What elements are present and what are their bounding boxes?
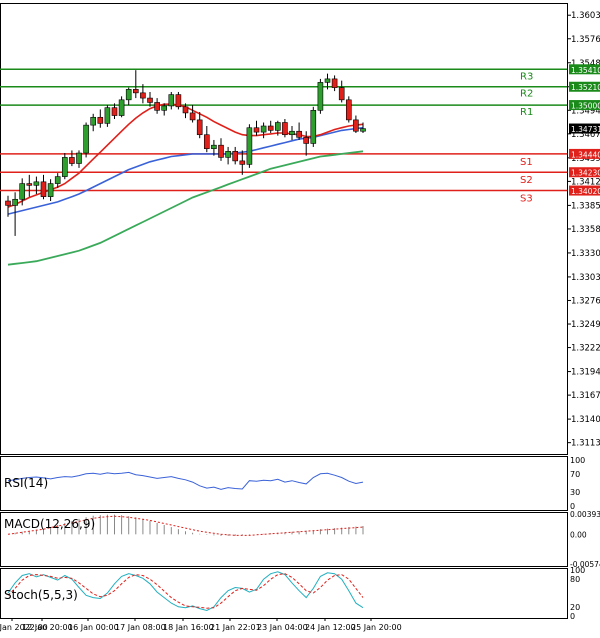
price-tick-label: 1.32760 (571, 296, 600, 306)
stoch-tick-label: 100 (570, 566, 585, 575)
x-tick-label: 16 Jan 00:00 (68, 623, 119, 632)
candle-body (148, 98, 153, 102)
current-price-label: 1.34731 (571, 125, 600, 134)
price-tick-label: 1.31130 (571, 439, 600, 449)
price-tick-label: 1.33305 (571, 249, 600, 259)
candle-body (48, 184, 53, 197)
candle-body (290, 131, 295, 134)
level-name-s3: S3 (520, 194, 533, 205)
candle-body (332, 79, 337, 88)
candle-body (41, 182, 46, 197)
rsi-title: RSI(14) (4, 476, 48, 490)
candle-body (204, 135, 209, 149)
candle-body (119, 100, 124, 116)
candle-body (247, 128, 252, 165)
candle-body (190, 113, 195, 120)
candle-body (162, 106, 167, 110)
price-tick-label: 1.36030 (571, 11, 600, 21)
price-tick-label: 1.32220 (571, 344, 600, 354)
candle-body (233, 151, 238, 161)
x-tick-label: 24 Jan 12:00 (305, 623, 356, 632)
level-name-r3: R3 (520, 71, 533, 82)
candle-body (311, 110, 316, 143)
candle-body (6, 201, 11, 205)
macd-title: MACD(12,26,9) (4, 517, 95, 531)
macd-tick-label: 0.00 (570, 530, 587, 539)
candle-body (140, 93, 145, 98)
x-tick-label: 18 Jan 16:00 (163, 623, 214, 632)
candle-body (155, 102, 160, 110)
price-tick-label: 1.33850 (571, 201, 600, 211)
candle-body (62, 157, 67, 176)
x-tick-label: 23 Jan 04:00 (257, 623, 308, 632)
price-tick-label: 1.31400 (571, 415, 600, 425)
price-tick-label: 1.31675 (571, 391, 600, 401)
candle-body (98, 117, 103, 123)
candle-body (183, 107, 188, 113)
level-name-s2: S2 (520, 175, 533, 186)
price-tick-label: 1.33030 (571, 273, 600, 283)
level-price-label: 1.34440 (571, 150, 600, 159)
candle-body (361, 129, 366, 132)
stoch-tick-label: 0 (570, 612, 575, 621)
candle-body (197, 120, 202, 135)
macd-tick-label: 0.003931 (570, 510, 600, 519)
x-tick-label: 12 Jan 20:00 (22, 623, 73, 632)
candle-body (126, 89, 131, 99)
stoch-tick-label: 80 (570, 575, 580, 584)
level-price-label: 1.35410 (571, 66, 600, 75)
rsi-tick-label: 100 (570, 456, 585, 465)
candle-body (169, 95, 174, 106)
candle-body (282, 123, 287, 135)
candle-body (105, 108, 110, 124)
price-tick-label: 1.35760 (571, 35, 600, 45)
price-tick-label: 1.33580 (571, 225, 600, 235)
x-tick-label: 17 Jan 08:00 (115, 623, 166, 632)
candle-body (69, 157, 74, 163)
candle-body (261, 126, 266, 132)
candle-body (346, 100, 351, 120)
candle-body (133, 89, 138, 92)
x-tick-label: 25 Jan 20:00 (351, 623, 402, 632)
stoch-tick-label: 20 (570, 603, 580, 612)
candle-body (112, 108, 117, 116)
x-tick-label: 21 Jan 22:01 (210, 623, 261, 632)
candle-body (240, 161, 245, 164)
candle-body (304, 137, 309, 143)
candle-body (254, 128, 259, 132)
candle-body (211, 145, 216, 148)
level-price-label: 1.34020 (571, 187, 600, 196)
candle-body (219, 145, 224, 157)
candle-body (318, 82, 323, 110)
level-price-label: 1.34230 (571, 169, 600, 178)
candle-body (226, 151, 231, 157)
candle-body (268, 126, 273, 130)
candle-body (339, 88, 344, 100)
rsi-tick-label: 70 (570, 470, 580, 479)
candle-body (27, 184, 32, 186)
candle-body (34, 182, 39, 185)
candle-body (84, 125, 89, 153)
candle-body (13, 199, 18, 205)
level-name-r1: R1 (520, 107, 533, 118)
price-tick-label: 1.32490 (571, 320, 600, 330)
level-name-s1: S1 (520, 157, 533, 168)
price-tick-label: 1.31945 (571, 368, 600, 378)
candle-body (275, 123, 280, 131)
candle-body (91, 117, 96, 125)
candle-body (297, 131, 302, 137)
level-price-label: 1.35000 (571, 102, 600, 111)
candle-body (353, 120, 358, 131)
stoch-title: Stoch(5,5,3) (4, 588, 78, 602)
level-name-r2: R2 (520, 89, 533, 100)
candle-body (176, 95, 181, 107)
level-price-label: 1.35210 (571, 83, 600, 92)
candle-body (325, 79, 330, 82)
candle-body (77, 153, 82, 163)
candle-body (20, 184, 25, 200)
candle-body (55, 177, 60, 184)
rsi-tick-label: 30 (570, 488, 580, 497)
